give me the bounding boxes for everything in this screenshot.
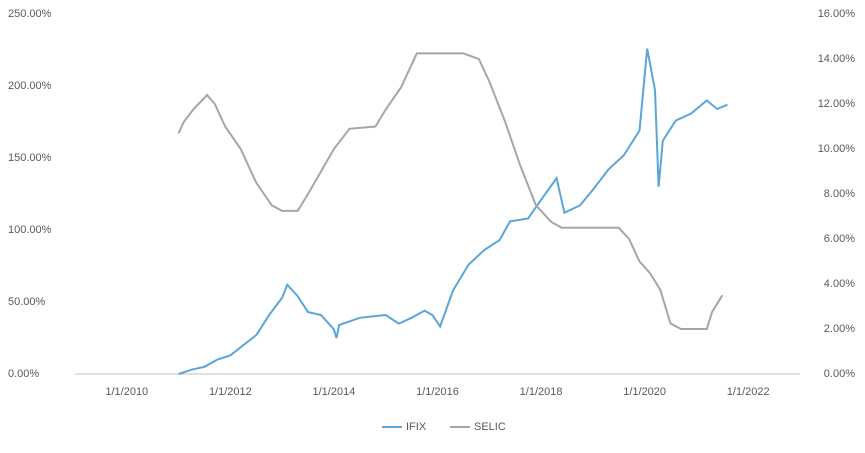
y2-tick-label: 10.00% (818, 143, 856, 155)
y2-tick-label: 4.00% (824, 278, 855, 290)
x-tick-label: 1/1/2022 (727, 386, 770, 398)
y-tick-label: 150.00% (8, 152, 52, 164)
y-tick-label: 250.00% (8, 8, 52, 20)
y2-tick-label: 16.00% (818, 8, 856, 20)
x-tick-label: 1/1/2016 (416, 386, 459, 398)
x-tick-label: 1/1/2020 (623, 386, 666, 398)
y2-tick-label: 12.00% (818, 98, 856, 110)
y2-tick-label: 0.00% (824, 368, 855, 380)
x-tick-label: 1/1/2010 (105, 386, 148, 398)
y-tick-label: 200.00% (8, 80, 52, 92)
legend-label: SELIC (474, 421, 506, 433)
legend-label: IFIX (406, 421, 427, 433)
y2-tick-label: 6.00% (824, 233, 855, 245)
y-tick-label: 50.00% (8, 296, 46, 308)
y2-tick-label: 2.00% (824, 323, 855, 335)
series-line (178, 48, 728, 375)
y2-tick-label: 14.00% (818, 53, 856, 65)
x-tick-label: 1/1/2012 (209, 386, 252, 398)
y-tick-label: 0.00% (8, 368, 39, 380)
x-tick-label: 1/1/2018 (520, 386, 563, 398)
y-tick-label: 100.00% (8, 224, 52, 236)
x-tick-label: 1/1/2014 (313, 386, 356, 398)
series-line (177, 52, 724, 330)
y2-tick-label: 8.00% (824, 188, 855, 200)
